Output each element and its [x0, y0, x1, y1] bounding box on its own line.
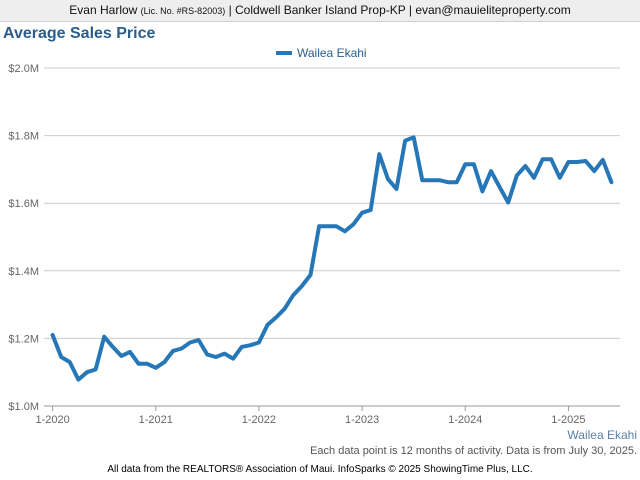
- agent-name: Evan Harlow: [69, 3, 138, 17]
- data-note: Each data point is 12 months of activity…: [310, 445, 637, 457]
- legend-label: Wailea Ekahi: [297, 46, 367, 60]
- series-label: Wailea Ekahi: [567, 428, 637, 442]
- y-tick-label: $2.0M: [8, 63, 39, 75]
- x-tick-label: 1-2023: [345, 414, 379, 425]
- series-line-wailea-ekahi: [50, 135, 614, 382]
- footer-credit: All data from the REALTORS® Association …: [107, 464, 533, 475]
- x-tick-label: 1-2024: [448, 414, 482, 425]
- y-tick-label: $1.6M: [8, 198, 39, 210]
- x-tick-label: 1-2021: [139, 414, 173, 425]
- line-chart: $1.0M $1.2M $1.4M $1.6M $1.8M $2.0M 1-2020 1-20…: [8, 46, 620, 425]
- y-tick-label: $1.0M: [8, 401, 39, 413]
- x-tick-label: 1-2025: [551, 414, 585, 425]
- chart-title: Average Sales Price: [3, 25, 156, 42]
- y-tick-label: $1.8M: [8, 131, 39, 143]
- y-tick-label: $1.4M: [8, 266, 39, 278]
- agent-details: | Coldwell Banker Island Prop-KP | evan@…: [228, 3, 571, 17]
- license-number: (Lic. No. #RS-82003): [140, 6, 226, 16]
- y-tick-label: $1.2M: [8, 333, 39, 345]
- agent-header: Evan Harlow (Lic. No. #RS-82003) | Coldw…: [0, 0, 640, 22]
- x-tick-label: 1-2022: [242, 414, 276, 425]
- x-tick-label: 1-2020: [35, 414, 69, 425]
